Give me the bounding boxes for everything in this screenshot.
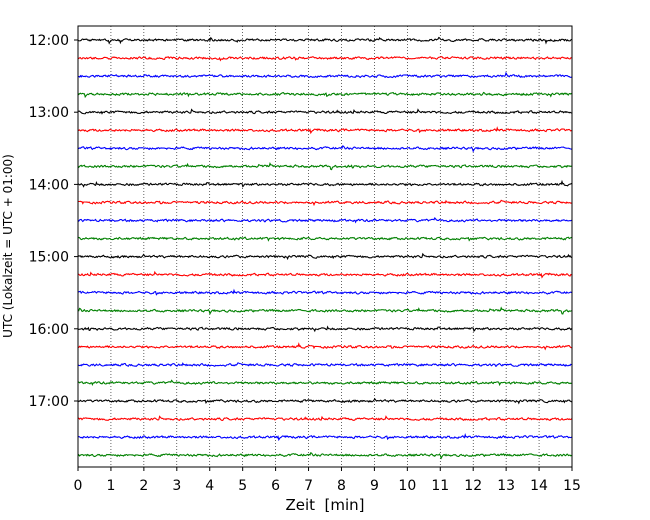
trace-15:00 (77, 252, 572, 261)
x-tick-label-5: 5 (238, 478, 247, 494)
trace-12:45 (77, 91, 573, 99)
x-tick-label-12: 12 (464, 478, 482, 494)
x-tick-label-9: 9 (370, 478, 379, 494)
x-tick-label-13: 13 (497, 478, 515, 494)
x-axis-label: Zeit [min] (285, 496, 364, 514)
x-tick-label-2: 2 (139, 478, 148, 494)
seismogram-traces (77, 36, 573, 460)
y-axis-label: UTC (Lokalzeit = UTC + 01:00) (1, 154, 15, 338)
trace-13:00 (77, 108, 572, 115)
x-tick-label-11: 11 (431, 478, 449, 494)
y-tick-label-15:00: 15:00 (29, 250, 69, 266)
y-tick-label-16:00: 16:00 (29, 322, 69, 338)
y-tick-label-14:00: 14:00 (29, 177, 69, 193)
trace-17:45 (77, 451, 572, 460)
trace-14:00 (77, 179, 572, 188)
x-tick-label-3: 3 (172, 478, 181, 494)
trace-17:30 (77, 433, 572, 442)
trace-15:15 (77, 270, 572, 279)
trace-12:15 (77, 56, 572, 62)
x-tick-label-4: 4 (205, 478, 214, 494)
trace-13:30 (77, 145, 572, 153)
trace-12:00 (77, 36, 572, 45)
y-ticks: 12:00 13:00 14:00 15:00 16:00 17:00 (29, 33, 78, 410)
trace-15:45 (77, 306, 572, 316)
plot-frame (77, 25, 573, 468)
x-tick-label-10: 10 (398, 478, 416, 494)
trace-14:15 (77, 199, 572, 207)
y-tick-label-13:00: 13:00 (29, 105, 69, 121)
x-tick-label-6: 6 (271, 478, 280, 494)
y-tick-label-12:00: 12:00 (29, 33, 69, 49)
x-tick-label-8: 8 (337, 478, 346, 494)
trace-16:45 (77, 379, 572, 387)
x-tick-label-0: 0 (74, 478, 83, 494)
trace-16:00 (77, 325, 573, 333)
trace-16:30 (77, 362, 572, 367)
trace-17:00 (77, 397, 572, 405)
x-ticks: 0 1 2 3 4 5 6 7 8 9 10 11 12 13 14 15 (74, 467, 581, 494)
x-tick-label-7: 7 (304, 478, 313, 494)
trace-14:45 (77, 236, 572, 242)
x-tick-label-1: 1 (106, 478, 115, 494)
trace-14:30 (77, 216, 572, 224)
trace-17:15 (77, 415, 572, 422)
trace-16:15 (77, 342, 572, 351)
trace-12:30 (77, 71, 572, 79)
x-tick-label-14: 14 (530, 478, 548, 494)
trace-13:45 (77, 161, 572, 171)
trace-13:15 (77, 126, 572, 135)
trace-15:30 (77, 288, 572, 296)
y-tick-label-17:00: 17:00 (29, 394, 69, 410)
x-tick-label-15: 15 (563, 478, 581, 494)
